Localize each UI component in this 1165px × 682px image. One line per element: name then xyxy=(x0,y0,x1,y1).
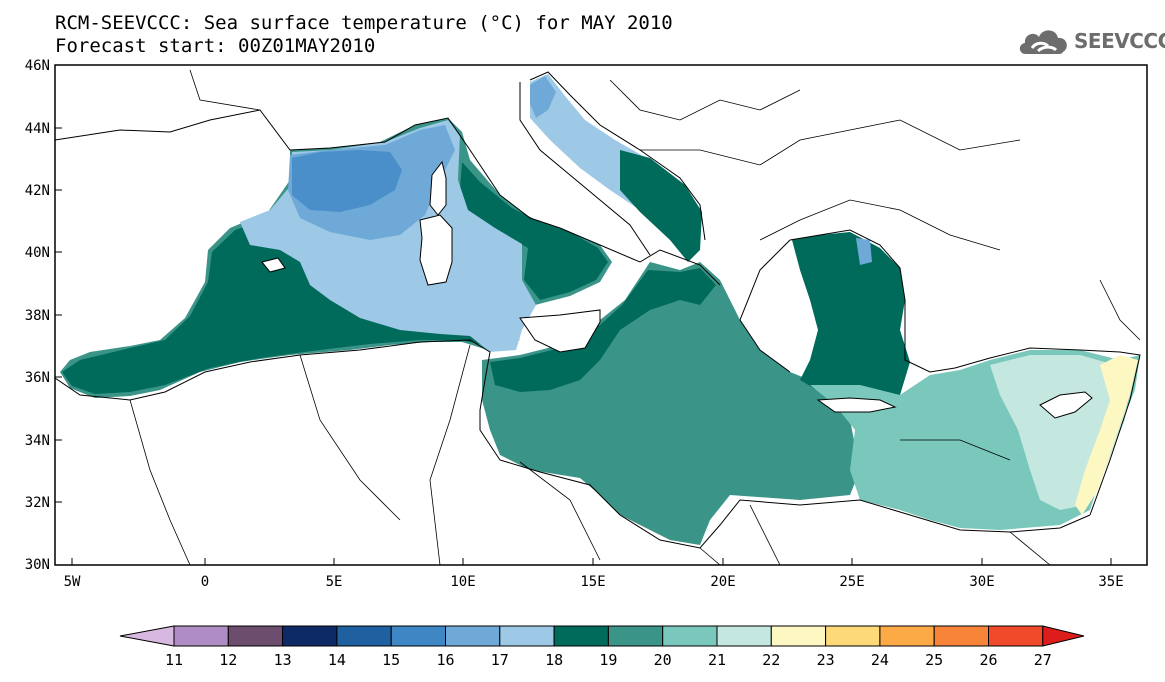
x-tick-label: 5E xyxy=(326,574,343,590)
x-tick-label: 30E xyxy=(969,574,994,590)
y-tick-label: 36N xyxy=(25,370,50,386)
y-tick-label: 34N xyxy=(25,433,50,449)
sst-region-19-tyrrhenian xyxy=(460,162,608,300)
colorbar-label: 16 xyxy=(436,651,454,669)
cloud-icon xyxy=(1019,30,1067,54)
sst-region-17-adriatic xyxy=(530,76,556,118)
sst-region-19-adriatic xyxy=(620,150,702,262)
island-mallorca xyxy=(261,257,286,273)
colorbar: 11 12 13 14 15 16 17 18 19 20 21 22 23 24 25 26 27 xyxy=(119,625,1085,669)
colorbar-arrow-low xyxy=(119,625,175,647)
island-sicily xyxy=(519,309,601,353)
map-frame xyxy=(54,64,1148,566)
x-tick-label: 25E xyxy=(839,574,864,590)
y-tick-label: 46N xyxy=(25,58,50,74)
y-tick-label: 40N xyxy=(25,245,50,261)
colorbar-segment xyxy=(607,625,664,647)
tick-marks xyxy=(55,127,1112,565)
coastlines xyxy=(55,71,1141,549)
country-borders xyxy=(129,69,1141,565)
chart-subtitle: Forecast start: 00Z01MAY2010 xyxy=(55,35,376,57)
x-tick-label: 10E xyxy=(450,574,475,590)
colorbar-label: 20 xyxy=(654,651,672,669)
sst-region-19-aegean xyxy=(792,232,910,400)
colorbar-label: 26 xyxy=(979,651,997,669)
island-crete xyxy=(816,397,897,413)
y-tick-label: 38N xyxy=(25,308,50,324)
colorbar-segment xyxy=(553,625,609,647)
colorbar-segment xyxy=(988,625,1044,647)
colorbar-segment xyxy=(336,625,392,647)
x-axis-labels: 5W 0 5E 10E 15E 20E 25E 30E 35E xyxy=(64,574,1124,590)
colorbar-label: 17 xyxy=(491,651,509,669)
x-tick-label: 5W xyxy=(64,574,81,590)
sst-region-16 xyxy=(292,150,402,212)
colorbar-segment xyxy=(282,625,338,647)
colorbar-label: 12 xyxy=(219,651,237,669)
y-tick-label: 42N xyxy=(25,183,50,199)
colorbar-segment xyxy=(662,625,718,647)
colorbar-label: 13 xyxy=(274,651,292,669)
colorbar-label: 22 xyxy=(762,651,780,669)
colorbar-segment xyxy=(227,625,284,647)
colorbar-label: 11 xyxy=(165,651,183,669)
sst-region-17-aegean xyxy=(856,238,872,265)
colorbar-segment xyxy=(499,625,555,647)
y-tick-label: 32N xyxy=(25,495,50,511)
logo-text: SEEVCCC xyxy=(1074,29,1165,53)
y-axis-labels: 46N 44N 42N 40N 38N 36N 34N 32N 30N xyxy=(25,58,50,573)
x-tick-label: 0 xyxy=(201,574,209,590)
island-corsica xyxy=(429,160,447,216)
sst-region-19-western xyxy=(62,218,520,394)
colorbar-label: 19 xyxy=(599,651,617,669)
sst-region-19-central xyxy=(490,268,716,392)
colorbar-segment xyxy=(173,625,229,647)
colorbar-label: 15 xyxy=(382,651,400,669)
island-sardinia xyxy=(419,214,453,286)
x-tick-label: 15E xyxy=(580,574,605,590)
chart-title: RCM-SEEVCCC: Sea surface temperature (°C… xyxy=(55,12,673,34)
y-tick-label: 30N xyxy=(25,557,50,573)
x-tick-label: 20E xyxy=(710,574,735,590)
colorbar-label: 24 xyxy=(871,651,889,669)
colorbar-segment xyxy=(716,625,772,647)
colorbar-segment xyxy=(445,625,501,647)
map-area xyxy=(55,65,1147,565)
colorbar-label: 25 xyxy=(925,651,943,669)
colorbar-segment xyxy=(770,625,827,647)
colorbar-label: 14 xyxy=(328,651,346,669)
sst-region-23-levantine xyxy=(1075,355,1138,515)
colorbar-label: 21 xyxy=(708,651,726,669)
sst-region-20-central xyxy=(482,262,860,545)
island-cyprus xyxy=(1039,391,1093,419)
colorbar-segment xyxy=(879,625,935,647)
x-tick-label: 35E xyxy=(1098,574,1123,590)
colorbar-arrow-high xyxy=(1042,625,1085,647)
colorbar-segment xyxy=(390,625,447,647)
seevccc-logo: SEEVCCC xyxy=(1016,24,1165,58)
colorbar-label: 27 xyxy=(1034,651,1052,669)
colorbar-label: 18 xyxy=(545,651,563,669)
colorbar-segment xyxy=(933,625,990,647)
colorbar-label: 23 xyxy=(817,651,835,669)
colorbar-segment xyxy=(825,625,881,647)
y-tick-label: 44N xyxy=(25,121,50,137)
